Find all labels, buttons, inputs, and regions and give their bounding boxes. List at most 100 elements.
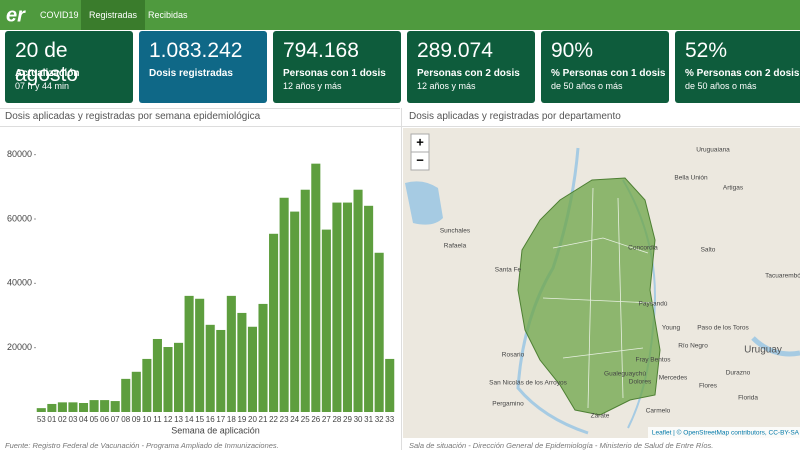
map-label: Gualeguaychú (604, 371, 646, 378)
map-label: Durazno (726, 370, 751, 377)
bar-chart: 20000 40000 60000 80000 53 01 02 03 04 05 06 07 08 09… (7, 149, 395, 435)
x-tick-label: 27 (322, 415, 331, 424)
map-label: Río Negro (678, 343, 708, 350)
bar (89, 400, 99, 412)
card-label: % Personas con 2 dosis (685, 68, 800, 79)
bar (36, 408, 46, 412)
zoom-button[interactable] (410, 151, 430, 171)
bar (47, 403, 57, 412)
x-tick-label: 03 (69, 415, 78, 424)
x-tick-label: 26 (311, 415, 320, 424)
x-tick-label: 08 (121, 415, 130, 424)
bar (353, 189, 363, 412)
bar (247, 326, 257, 412)
map-label: Young (662, 325, 681, 332)
x-tick-label: 01 (47, 415, 56, 424)
bar (374, 252, 384, 412)
svg-text:er: er (6, 4, 26, 26)
x-tick-label: 13 (174, 415, 183, 424)
map-label: Fray Bentos (635, 357, 671, 364)
stat-card: 52% % Personas con 2 dosis de 50 años o má… (675, 31, 800, 103)
attribution[interactable]: Leaflet | © OpenStreetMap contributors, … (652, 429, 800, 437)
y-tick-label: 20000 (7, 342, 32, 352)
x-tick-label: 12 (164, 415, 173, 424)
map-label: Rosario (502, 352, 525, 359)
tab[interactable]: COVID19 (40, 10, 79, 20)
card-label: Personas con 2 dosis (417, 68, 520, 79)
stat-card: 289.074 Personas con 2 dosis 12 años y más (407, 31, 535, 103)
bar (269, 233, 279, 412)
card-sub: de 50 años o más (551, 81, 623, 91)
map-label: Sunchales (440, 228, 471, 235)
x-tick-label: 28 (332, 415, 341, 424)
zoom-label[interactable]: + (416, 134, 424, 149)
map-label: Paysandú (639, 301, 668, 308)
bar (57, 402, 67, 412)
stat-card: 90% % Personas con 1 dosis de 50 años o má… (541, 31, 669, 103)
stat-card: 794.168 Personas con 1 dosis 12 años y más (273, 31, 401, 103)
bar (195, 298, 205, 412)
map-label: Rafaela (444, 243, 467, 250)
bar (258, 303, 268, 412)
bar (342, 202, 353, 412)
card-value: 289.074 (417, 39, 493, 62)
bar (163, 347, 173, 412)
bar (131, 371, 141, 412)
x-tick-label: 10 (142, 415, 151, 424)
tab[interactable]: Recibidas (148, 10, 188, 20)
x-tick-label: 05 (90, 415, 99, 424)
panel-title: Dosis aplicadas y registradas por semana… (5, 111, 261, 122)
bar (152, 338, 162, 412)
y-tick-label: 80000 (7, 149, 32, 159)
card-sub: 07 h y 44 min (15, 81, 70, 91)
map-label: Uruguaiana (696, 147, 730, 154)
zoom-label[interactable]: − (416, 152, 424, 167)
x-tick-label: 21 (259, 415, 268, 424)
bar (311, 163, 321, 412)
bar (68, 402, 78, 412)
bar (385, 358, 395, 412)
bar (279, 197, 289, 412)
map-label: San Nicolás de los Arroyos (489, 380, 567, 387)
bar (216, 329, 226, 412)
bar (290, 211, 300, 412)
card-value: 1.083.242 (149, 39, 243, 62)
map-label: Zárate (591, 413, 610, 420)
x-tick-label: 31 (364, 415, 373, 424)
map-label: Concordia (628, 245, 658, 252)
card-label: Actualización (15, 68, 80, 79)
x-tick-label: 19 (237, 415, 246, 424)
bar (142, 358, 152, 412)
bar (364, 205, 374, 412)
x-tick-label: 02 (58, 415, 67, 424)
bar (205, 324, 215, 412)
card-value: 90% (551, 39, 594, 62)
map-label: Carmelo (646, 408, 671, 415)
x-tick-label: 17 (216, 415, 225, 424)
card-label: % Personas con 1 dosis (551, 68, 666, 79)
bar (321, 229, 331, 412)
nav-bar: er COVID19 Registradas Recibidas (0, 0, 800, 30)
map-label: Salto (701, 247, 716, 254)
map[interactable]: Uruguaiana Bella Unión Artigas Sunchales Raf… (403, 128, 800, 438)
map-label: Dolores (629, 379, 652, 386)
footer: Sala de situación - Dirección General de… (409, 441, 714, 450)
tab[interactable]: Registradas (81, 0, 146, 30)
x-tick-label: 11 (153, 415, 162, 424)
x-tick-label: 15 (195, 415, 204, 424)
x-tick-label: 14 (185, 415, 194, 424)
bar (100, 400, 110, 412)
panel-title: Dosis aplicadas y registradas por depart… (409, 111, 621, 122)
map-label: Paso de los Toros (697, 325, 749, 332)
x-tick-label: 20 (248, 415, 257, 424)
map-label: Flores (699, 383, 718, 390)
x-tick-label: 25 (301, 415, 310, 424)
x-tick-label: 30 (354, 415, 363, 424)
map-label: Florida (738, 395, 758, 402)
x-tick-label: 06 (100, 415, 109, 424)
bar (226, 295, 236, 412)
attribution-bg (648, 427, 800, 438)
bar (237, 312, 247, 412)
card-sub: 12 años y más (283, 81, 342, 91)
card-value: 20 de agosto (15, 39, 79, 86)
